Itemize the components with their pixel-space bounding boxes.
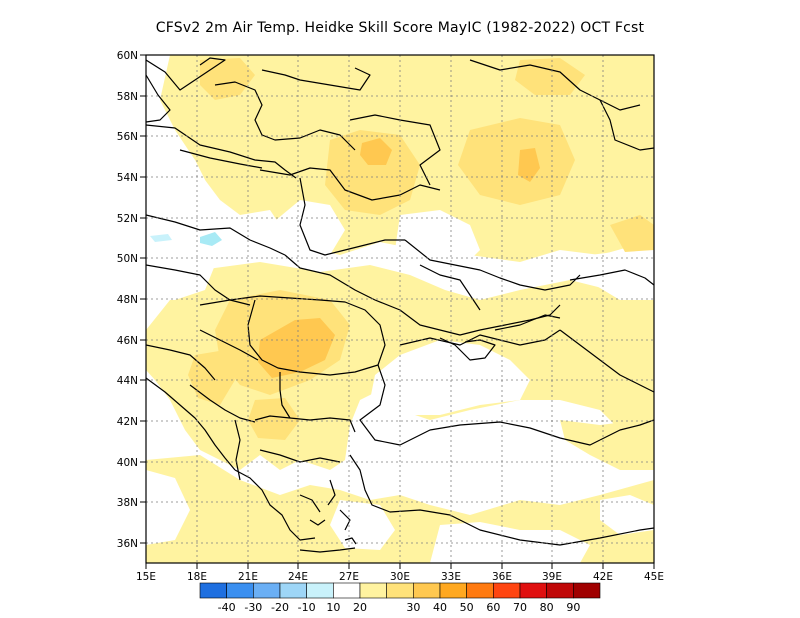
shade-white-7 xyxy=(600,495,654,535)
colorbar-swatch xyxy=(413,582,441,599)
lat-label: 58N xyxy=(117,91,138,103)
lon-label: 24E xyxy=(288,571,308,583)
colorbar-swatch xyxy=(439,582,467,599)
shade-20-30-g xyxy=(515,58,585,95)
lon-label: 18E xyxy=(187,571,207,583)
lat-label: 46N xyxy=(117,335,138,347)
lat-label: 52N xyxy=(117,213,138,225)
lon-label: 39E xyxy=(542,571,562,583)
colorbar-label: -40 xyxy=(218,601,236,614)
colorbar-label: 90 xyxy=(566,601,580,614)
shade-white-9 xyxy=(330,500,395,550)
colorbar-label: -10 xyxy=(298,601,316,614)
shade-white-4 xyxy=(146,240,215,300)
colorbar-swatch xyxy=(333,582,361,599)
colorbar-swatch xyxy=(199,582,227,599)
colorbar-swatch xyxy=(386,582,414,599)
lon-label: 15E xyxy=(136,571,156,583)
colorbar-label: -20 xyxy=(271,601,289,614)
shade-white-2 xyxy=(270,200,345,262)
colorbar-label: 20 xyxy=(353,601,367,614)
colorbar-labels: -40 -30 -20 -10 10 20 30 40 50 60 70 80 90 xyxy=(218,601,581,614)
colorbar-label: 60 xyxy=(486,601,500,614)
lat-label: 54N xyxy=(117,172,138,184)
lon-label: 30E xyxy=(390,571,410,583)
colorbar-label: -30 xyxy=(244,601,262,614)
lat-label: 44N xyxy=(117,375,138,387)
lat-label: 50N xyxy=(117,253,138,265)
shade-20-30-a xyxy=(200,58,255,100)
lat-label: 60N xyxy=(117,50,138,62)
shade-30-40-a xyxy=(360,138,392,165)
lat-label: 38N xyxy=(117,497,138,509)
shade-white-10 xyxy=(430,522,590,563)
colorbar-swatch xyxy=(359,582,387,599)
shade-20-30-f xyxy=(248,398,300,440)
shade-white-5 xyxy=(590,250,654,300)
colorbar-swatch xyxy=(493,582,521,599)
lat-label: 56N xyxy=(117,131,138,143)
shade-30-40-c xyxy=(258,318,335,378)
colorbar-label: 50 xyxy=(460,601,474,614)
colorbar-swatch xyxy=(279,582,307,599)
shade-white-1 xyxy=(146,130,210,230)
shade-white-3 xyxy=(395,210,480,270)
colorbar-swatch xyxy=(306,582,334,599)
colorbar-swatch xyxy=(253,582,281,599)
colorbar-swatch xyxy=(466,582,494,599)
shade-10-20-east xyxy=(560,410,654,470)
shade-white-8 xyxy=(146,470,190,545)
shade-20-30-c xyxy=(458,118,575,205)
colorbar-label: 40 xyxy=(433,601,447,614)
coastlines-borders xyxy=(146,57,654,553)
colorbar-label: 70 xyxy=(513,601,527,614)
lon-label: 36E xyxy=(492,571,512,583)
colorbar-label: 10 xyxy=(326,601,340,614)
colorbar-swatch xyxy=(519,582,547,599)
shade-white-6 xyxy=(430,420,570,475)
colorbar-label: 80 xyxy=(540,601,554,614)
lat-label: 40N xyxy=(117,457,138,469)
lon-label: 27E xyxy=(339,571,359,583)
lat-label: 36N xyxy=(117,538,138,550)
lon-labels: 15E 18E 21E 24E 27E 30E 33E 36E 39E 42E … xyxy=(136,571,664,583)
lon-label: 33E xyxy=(441,571,461,583)
chart-title: CFSv2 2m Air Temp. Heidke Skill Score Ma… xyxy=(155,20,645,36)
lon-label: 42E xyxy=(593,571,613,583)
colorbar-swatch xyxy=(546,582,574,599)
shade-white-sea xyxy=(370,340,530,415)
colorbar-swatch xyxy=(573,582,601,599)
lat-labels: 60N 58N 56N 54N 52N 50N 48N 46N 44N 42N … xyxy=(117,50,138,550)
shade-neg-a xyxy=(200,232,222,246)
shade-30-40-b xyxy=(518,148,540,182)
lon-label: 45E xyxy=(644,571,664,583)
lat-label: 42N xyxy=(117,416,138,428)
shade-20-30-h xyxy=(610,215,654,252)
colorbar-swatch xyxy=(226,582,254,599)
lon-label: 21E xyxy=(238,571,258,583)
shade-neg-b xyxy=(150,234,172,242)
colorbar xyxy=(199,582,601,599)
axis-ticks xyxy=(140,54,655,569)
lat-label: 48N xyxy=(117,294,138,306)
colorbar-label: 30 xyxy=(406,601,420,614)
